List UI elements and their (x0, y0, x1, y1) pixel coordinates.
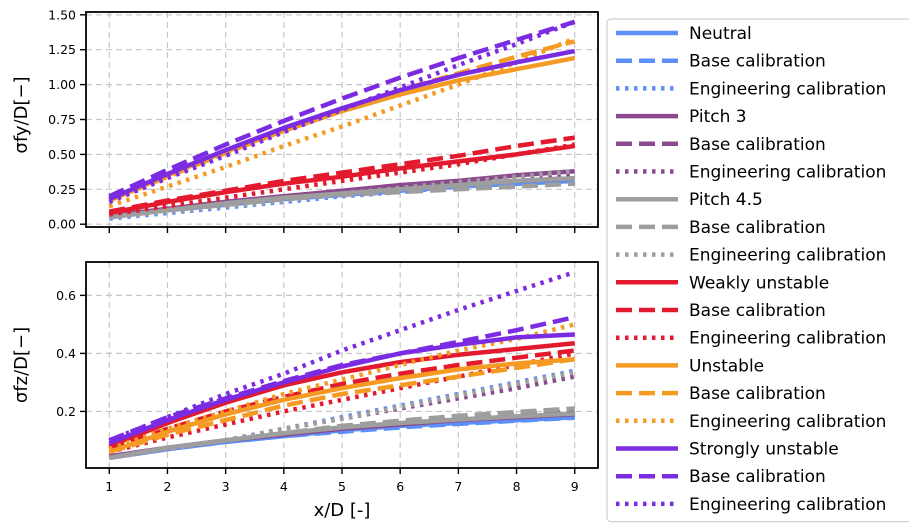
x-axis-label: x/D [-] (314, 500, 371, 521)
legend-label: Base calibration (689, 218, 826, 238)
y-tick-label: 0.25 (48, 182, 76, 197)
x-tick-label: 1 (105, 479, 113, 494)
bottom-subplot: σfz/D[−] x/D [-] 0.2 0.4 0.6 1 2 3 4 5 6 7 8 9 (11, 262, 598, 521)
y-tick-label: 0.2 (56, 404, 76, 419)
legend-label: Engineering calibration (689, 79, 886, 99)
legend-label: Base calibration (689, 384, 826, 404)
y-tick-label: 1.50 (48, 7, 76, 22)
y-tick-label: 1.00 (48, 77, 76, 92)
legend-label: Engineering calibration (689, 329, 886, 349)
bottom-y-axis-label: σfz/D[−] (11, 327, 32, 403)
legend-label: Base calibration (689, 467, 826, 487)
x-tick-label: 9 (571, 479, 579, 494)
legend-label: Engineering calibration (689, 163, 886, 183)
y-tick-label: 0.50 (48, 147, 76, 162)
legend-label: Base calibration (689, 52, 826, 72)
legend-label: Engineering calibration (689, 246, 886, 266)
top-y-axis-label: σfy/D[−] (11, 76, 32, 153)
y-tick-label: 1.25 (48, 42, 76, 57)
x-tick-label: 6 (396, 479, 404, 494)
legend-label: Base calibration (689, 135, 826, 155)
x-tick-label: 7 (454, 479, 462, 494)
legend-label: Neutral (689, 24, 752, 44)
legend-label: Pitch 3 (689, 107, 747, 127)
x-tick-label: 8 (513, 479, 521, 494)
x-tick-label: 3 (222, 479, 230, 494)
y-tick-label: 0.4 (56, 346, 76, 361)
legend-label: Engineering calibration (689, 412, 886, 432)
legend-label: Weakly unstable (689, 273, 829, 293)
x-tick-label: 2 (163, 479, 171, 494)
legend-label: Engineering calibration (689, 495, 886, 515)
x-tick-label: 4 (280, 479, 288, 494)
legend: Neutral Base calibration Engineering calib… (607, 19, 909, 522)
x-tick-label: 5 (338, 479, 346, 494)
y-tick-label: 0.6 (56, 288, 76, 303)
legend-label: Unstable (689, 356, 764, 376)
y-tick-label: 0.00 (48, 217, 76, 232)
top-subplot: σfy/D[−] 0.00 0.25 0.50 0.75 1.00 1.25 1.50 (11, 7, 598, 233)
legend-label: Strongly unstable (689, 440, 839, 460)
legend-label: Pitch 4.5 (689, 190, 763, 210)
legend-label: Base calibration (689, 301, 826, 321)
y-tick-label: 0.75 (48, 112, 76, 127)
